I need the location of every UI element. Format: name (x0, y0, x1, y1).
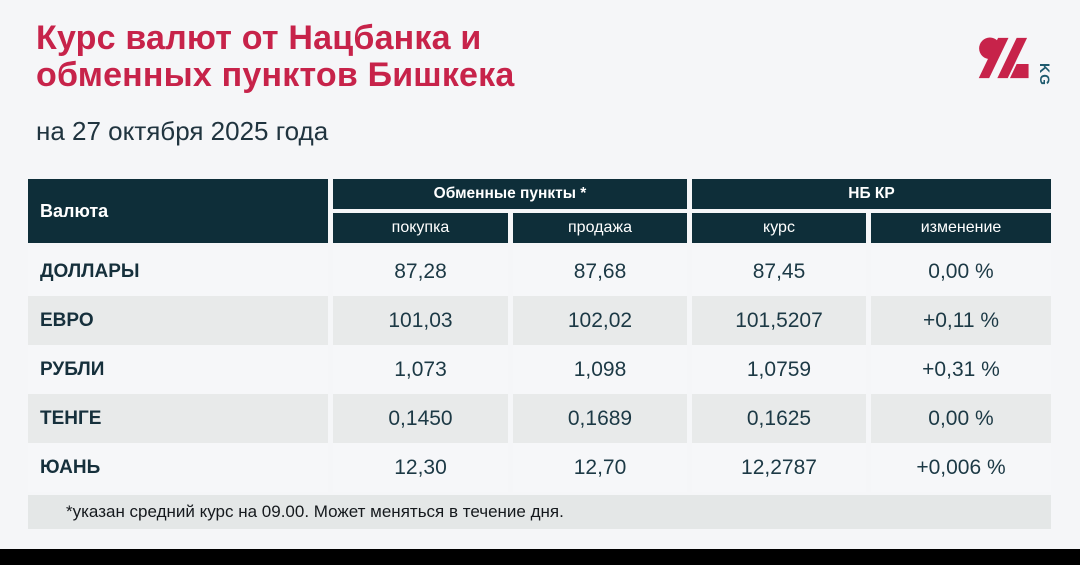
table-row-tenge: ТЕНГЕ 0,1450 0,1689 0,1625 0,00 % (28, 394, 1051, 443)
rate-value: 12,2787 (692, 443, 866, 492)
currency-name: ДОЛЛАРЫ (28, 247, 328, 296)
sell-value: 87,68 (513, 247, 687, 296)
header-group-nbkr: НБ КР (692, 179, 1051, 209)
rate-value: 87,45 (692, 247, 866, 296)
bottom-black-bar (0, 549, 1080, 565)
change-value: 0,00 % (871, 247, 1051, 296)
header-sub-rate: курс (692, 213, 866, 243)
table-header: Валюта Обменные пункты * НБ КР покупка п… (28, 179, 1051, 243)
footnote-bar: *указан средний курс на 09.00. Может мен… (28, 495, 1051, 529)
page-title-line2: обменных пунктов Бишкека (36, 56, 515, 94)
header-currency: Валюта (28, 179, 328, 243)
change-value: +0,11 % (871, 296, 1051, 345)
buy-value: 87,28 (333, 247, 508, 296)
sell-value: 1,098 (513, 345, 687, 394)
change-value: 0,00 % (871, 394, 1051, 443)
buy-value: 0,1450 (333, 394, 508, 443)
page-subtitle: на 27 октября 2025 года (36, 116, 329, 146)
rate-value: 1,0759 (692, 345, 866, 394)
logo-24-icon (978, 30, 1036, 86)
table-row-yuan: ЮАНЬ 12,30 12,70 12,2787 +0,006 % (28, 443, 1051, 492)
rate-value: 0,1625 (692, 394, 866, 443)
buy-value: 101,03 (333, 296, 508, 345)
header-sub-buy: покупка (333, 213, 508, 243)
page-title-line1: Курс валют от Нацбанка и (36, 19, 482, 57)
currency-name: ТЕНГЕ (28, 394, 328, 443)
sell-value: 12,70 (513, 443, 687, 492)
sell-value: 0,1689 (513, 394, 687, 443)
logo-kg-text: KG (1037, 63, 1053, 86)
table-row-dollars: ДОЛЛАРЫ 87,28 87,68 87,45 0,00 % (28, 247, 1051, 296)
header-sub-sell: продажа (513, 213, 687, 243)
header-sub-change: изменение (871, 213, 1051, 243)
logo-24kg: KG (978, 30, 1053, 86)
table-row-euro: ЕВРО 101,03 102,02 101,5207 +0,11 % (28, 296, 1051, 345)
sell-value: 102,02 (513, 296, 687, 345)
currency-name: ЕВРО (28, 296, 328, 345)
header-group-exchange-offices: Обменные пункты * (333, 179, 687, 209)
currency-name: РУБЛИ (28, 345, 328, 394)
rate-value: 101,5207 (692, 296, 866, 345)
buy-value: 12,30 (333, 443, 508, 492)
buy-value: 1,073 (333, 345, 508, 394)
table-row-rubles: РУБЛИ 1,073 1,098 1,0759 +0,31 % (28, 345, 1051, 394)
currency-rate-table: Валюта Обменные пункты * НБ КР покупка п… (28, 179, 1051, 529)
table-body: ДОЛЛАРЫ 87,28 87,68 87,45 0,00 % ЕВРО 10… (28, 247, 1051, 492)
currency-name: ЮАНЬ (28, 443, 328, 492)
change-value: +0,31 % (871, 345, 1051, 394)
page-title: Курс валют от Нацбанка и обменных пункто… (36, 20, 515, 94)
change-value: +0,006 % (871, 443, 1051, 492)
